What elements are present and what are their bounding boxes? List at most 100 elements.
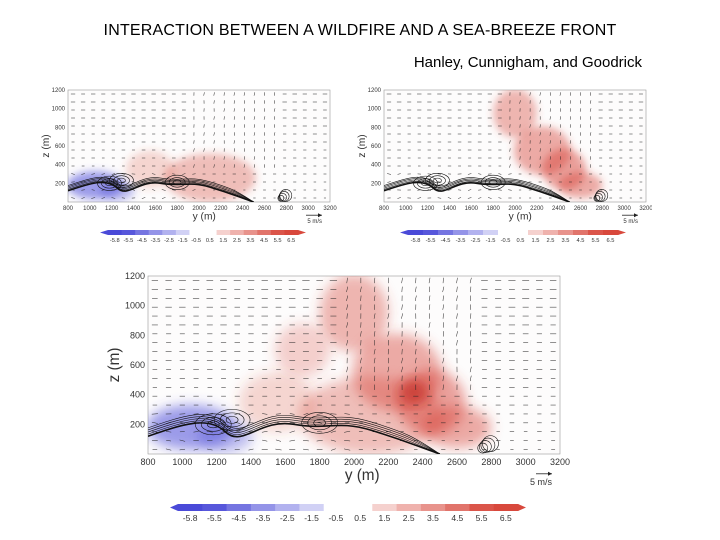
- colorbar-segment: [420, 504, 446, 511]
- x-tick-label: 1600: [149, 206, 163, 212]
- colorbar-segment: [121, 230, 136, 235]
- billow-contour: [301, 412, 338, 434]
- wind-vector: [401, 340, 403, 346]
- wind-vector: [161, 189, 166, 191]
- colorbar-right-arrow: [618, 230, 626, 235]
- x-tick-label: 2600: [258, 206, 272, 212]
- colorbar-label: 1.5: [378, 513, 390, 522]
- wind-vector: [346, 339, 348, 346]
- colorbar-label: -5.5: [207, 513, 222, 522]
- billow-contour: [433, 177, 442, 184]
- wind-vector: [275, 439, 282, 442]
- wind-vector: [203, 92, 205, 96]
- wind-vector: [508, 173, 512, 175]
- wind-vector: [193, 413, 199, 415]
- wind-vector: [468, 189, 472, 191]
- colorbar-label: 1.5: [532, 238, 540, 244]
- x-tick-label: 1600: [465, 206, 479, 212]
- wind-vector: [151, 173, 156, 175]
- colorbar-segment: [284, 230, 299, 235]
- wind-vector: [428, 348, 431, 355]
- wind-vector: [456, 295, 458, 301]
- wind-vector: [401, 304, 403, 310]
- y-tick-label: 800: [371, 125, 382, 131]
- front-contour: [384, 179, 570, 202]
- wind-vector: [81, 197, 85, 199]
- wind-vector: [509, 164, 511, 168]
- wind-vector: [346, 277, 348, 284]
- y-tick-label: 1000: [125, 301, 145, 311]
- wind-vector: [275, 448, 282, 451]
- wind-vector: [387, 322, 389, 328]
- colorbar-segment: [372, 504, 398, 511]
- wind-vector: [165, 448, 172, 451]
- colorbar-label: 5.5: [476, 513, 488, 522]
- figure-svg: 800 1000 1200 1400 1600 1800 2000 2200 2400 2600 2…: [357, 88, 652, 244]
- front-contour: [384, 176, 570, 202]
- colorbar-label: -5.8: [411, 238, 421, 244]
- wind-vector: [529, 124, 531, 128]
- colorbar-label: -3.5: [151, 238, 161, 244]
- colorbar-segment: [175, 230, 190, 235]
- wind-vector: [401, 357, 403, 364]
- wind-vector: [428, 295, 431, 301]
- y-tick-label: 1200: [52, 88, 66, 94]
- x-tick-label: 2800: [280, 206, 294, 212]
- wind-vector: [165, 421, 172, 424]
- anomaly-shading: [125, 150, 174, 188]
- wind-vector: [569, 140, 571, 144]
- wind-vector: [101, 173, 106, 175]
- colorbar-segment: [275, 504, 300, 511]
- wind-vector: [401, 366, 403, 373]
- colorbar-label: 0.5: [206, 238, 214, 244]
- y-tick-label: 800: [55, 125, 66, 131]
- wind-vector: [289, 422, 295, 424]
- y-tick-label: 800: [130, 330, 145, 340]
- anomaly-shading: [238, 372, 315, 432]
- colorbar-segment: [396, 504, 422, 511]
- y-tick-label: 600: [371, 144, 382, 150]
- x-tick-label: 1800: [170, 206, 184, 212]
- figure-svg: 800 1000 1200 1400 1600 1800 2000 2200 2400 2600 2…: [106, 272, 570, 522]
- wind-vector: [469, 366, 472, 373]
- wind-vector: [346, 366, 348, 373]
- wind-vector: [549, 116, 551, 120]
- wind-vector: [111, 197, 116, 199]
- x-tick-label: 1400: [241, 457, 261, 467]
- wind-vector: [478, 173, 482, 175]
- wind-vector: [442, 304, 445, 310]
- wind-vector: [428, 304, 431, 310]
- wind-vector: [192, 189, 196, 191]
- billow-contour: [164, 174, 190, 190]
- wind-vector: [303, 430, 309, 433]
- x-tick-label: 1600: [275, 457, 295, 467]
- billow-contour: [484, 177, 502, 188]
- colorbar-label: -5.8: [183, 513, 198, 522]
- x-tick-label: 800: [140, 457, 155, 467]
- wind-vector: [193, 431, 199, 433]
- wind-vector: [374, 375, 376, 382]
- x-tick-label: 1200: [207, 457, 227, 467]
- wind-vector: [207, 448, 213, 451]
- colorbar-label: -5.5: [123, 238, 133, 244]
- colorbar-label: -5.8: [110, 238, 120, 244]
- front-contour: [148, 422, 441, 454]
- wind-vector: [213, 92, 215, 96]
- wind-vector: [509, 140, 511, 144]
- billow-contour: [413, 175, 438, 191]
- wind-vector: [289, 413, 295, 415]
- y-tick-label: 600: [55, 144, 66, 150]
- panel-bottom-figure: 800 1000 1200 1400 1600 1800 2000 2200 2400 2600 2…: [100, 272, 580, 522]
- colorbar-label: 3.5: [562, 238, 570, 244]
- front-contour: [148, 416, 440, 454]
- wind-vector: [182, 173, 186, 175]
- wind-vector: [559, 92, 561, 96]
- colorbar-segment: [468, 230, 484, 235]
- y-tick-label: 200: [55, 181, 66, 187]
- colorbar-label: -3.5: [456, 238, 466, 244]
- colorbar-segment: [270, 230, 285, 235]
- wind-vector: [213, 116, 215, 120]
- wind-vector: [344, 448, 351, 451]
- wind-vector: [316, 439, 323, 442]
- colorbar-label: 6.5: [287, 238, 295, 244]
